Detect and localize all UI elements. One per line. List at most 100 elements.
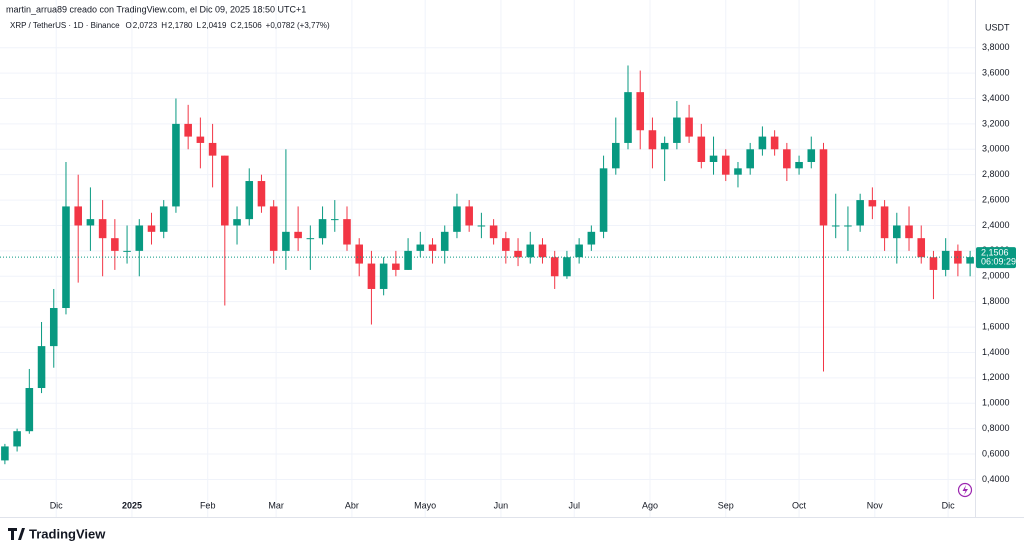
candle-body [599, 168, 608, 232]
candle-body [941, 250, 950, 270]
candle-body [343, 219, 351, 245]
candle-body [868, 200, 877, 207]
x-tick-label: 2025 [122, 500, 142, 510]
y-tick-label: 1,6000 [982, 321, 1010, 331]
legend-value: 2,1506 [237, 21, 262, 30]
candles [1, 65, 974, 465]
countdown: 06:09:29 [981, 257, 1016, 267]
candle-body [709, 155, 718, 162]
y-tick-label: 3,4000 [982, 93, 1010, 103]
candle-body [37, 346, 46, 389]
candle-body [392, 263, 400, 270]
x-tick-label: Abr [345, 500, 359, 510]
candle-body [929, 257, 938, 270]
candle-body [318, 219, 327, 239]
candle-body [221, 155, 229, 226]
candle-body [514, 250, 522, 258]
y-tick-label: 3,6000 [982, 67, 1010, 77]
candle-body [330, 219, 339, 221]
y-tick-label: 1,0000 [982, 398, 1010, 408]
x-tick-label: Feb [200, 500, 216, 510]
candle-body [172, 123, 180, 207]
candle-body [966, 257, 974, 264]
watermark: martin_arrua89 creado con TradingView.co… [6, 4, 306, 14]
candle-body [147, 225, 156, 232]
y-tick-label: 3,2000 [982, 118, 1010, 128]
candle-body [257, 181, 266, 207]
candle-body [196, 136, 205, 143]
candle-body [416, 244, 425, 251]
alert-icon[interactable] [957, 482, 973, 498]
ohlc-legend: O 2,0723 H 2,1780 L 2,0419 C 2,1506 +0,0782 (+3,… [126, 21, 331, 30]
legend-value: 2,0419 [202, 21, 227, 30]
candle-body [636, 92, 645, 131]
candle-body [49, 308, 58, 347]
candle-body [269, 206, 278, 251]
y-tick-label: 2,4000 [982, 220, 1010, 230]
candle-body [355, 244, 363, 264]
candle-body [282, 231, 290, 251]
candle-body [831, 225, 840, 227]
y-tick-label: 0,4000 [982, 474, 1010, 484]
legend-change: +0,0782 (+3,77%) [266, 21, 330, 30]
candle-body [62, 206, 70, 309]
candle-body [721, 155, 730, 175]
x-tick-label: Nov [867, 500, 884, 510]
candle-body [563, 257, 571, 277]
legend-key: C [230, 21, 236, 30]
candle-body [477, 225, 486, 227]
candle-body [306, 238, 315, 240]
candle-body [245, 181, 254, 220]
candle-body [367, 263, 376, 289]
y-tick-label: 0,6000 [982, 448, 1010, 458]
y-tick-label: 3,8000 [982, 42, 1010, 52]
x-tick-label: Mar [268, 500, 284, 510]
x-tick-label: Dic [50, 500, 63, 510]
axes: 0,4000 0,6000 0,8000 1,0000 1,2000 1,4000 1,60… [0, 42, 1016, 510]
candle-body [746, 149, 754, 169]
x-tick-label: Oct [792, 500, 807, 510]
candle-body [379, 263, 388, 289]
candle-body [440, 231, 449, 251]
logo[interactable]: TradingView [8, 526, 106, 541]
brand: TradingView [29, 526, 106, 541]
x-tick-label: Ago [642, 500, 658, 510]
candle-body [758, 136, 767, 150]
candle-body [135, 225, 144, 251]
legend-value: 2,1780 [168, 21, 193, 30]
candle-body [685, 117, 693, 137]
candle-body [1, 446, 9, 461]
candle-body [184, 123, 192, 137]
x-tick-label: Dic [942, 500, 955, 510]
candle-body [612, 142, 620, 169]
candle-body [465, 206, 473, 226]
candle-body [428, 244, 437, 251]
candle-body [159, 206, 168, 232]
candle-body [294, 231, 302, 239]
candle-body [648, 130, 657, 150]
candle-body [795, 161, 803, 169]
y-tick-label: 2,6000 [982, 194, 1010, 204]
candle-body [624, 92, 632, 143]
candle-body [208, 142, 217, 156]
candle-body [526, 244, 535, 258]
candle-body [502, 238, 510, 251]
candle-body [538, 244, 547, 258]
candle-body [74, 206, 82, 226]
candle-body [489, 225, 498, 239]
legend-key: L [196, 21, 201, 30]
candle-body [575, 244, 583, 258]
candle-body [807, 149, 816, 162]
last-price-tag [976, 247, 1016, 269]
x-tick-label: Jun [494, 500, 509, 510]
y-tick-label: 2,0000 [982, 271, 1010, 281]
currency: USDT [985, 22, 1010, 32]
candle-body [856, 200, 864, 226]
x-tick-label: Jul [568, 500, 580, 510]
symbol: XRP / TetherUS · 1D · Binance [10, 21, 120, 30]
candle-body [98, 219, 107, 239]
candle-body [25, 388, 34, 432]
candle-body [880, 206, 889, 239]
